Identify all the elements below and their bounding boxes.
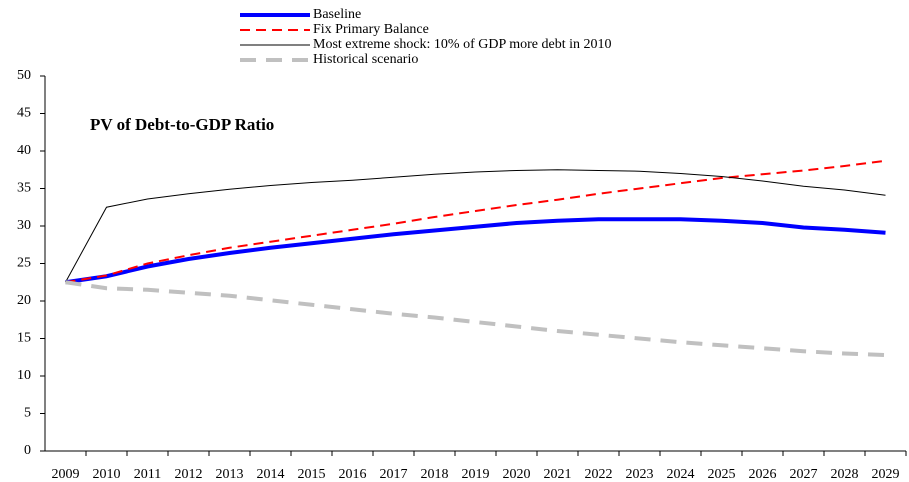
y-tick-label: 50 (17, 68, 31, 83)
x-tick-label: 2014 (257, 467, 285, 482)
y-tick-label: 30 (17, 218, 31, 233)
y-tick-label: 20 (17, 293, 31, 308)
x-tick-label: 2013 (216, 467, 244, 482)
y-tick-label: 5 (24, 406, 31, 421)
x-tick-label: 2016 (339, 467, 367, 482)
y-tick-label: 15 (17, 331, 31, 346)
x-tick-label: 2015 (298, 467, 326, 482)
x-tick-label: 2029 (872, 467, 900, 482)
y-tick-label: 10 (17, 368, 31, 383)
x-tick-label: 2027 (790, 467, 818, 482)
series-line (65, 217, 886, 285)
x-tick-label: 2020 (503, 467, 531, 482)
series-line (65, 280, 886, 357)
x-tick-label: 2018 (421, 467, 449, 482)
x-tick-label: 2011 (134, 467, 161, 482)
y-tick-label: 0 (24, 443, 31, 458)
y-tick-label: 35 (17, 181, 31, 196)
legend-label: Fix Primary Balance (313, 22, 429, 37)
x-tick-label: 2024 (667, 467, 695, 482)
x-tick-label: 2028 (831, 467, 859, 482)
legend-label: Baseline (313, 7, 361, 22)
x-tick-label: 2026 (749, 467, 777, 482)
x-tick-label: 2009 (52, 467, 80, 482)
chart-title: PV of Debt-to-GDP Ratio (90, 115, 274, 134)
y-tick-label: 45 (17, 106, 31, 121)
x-tick-label: 2017 (380, 467, 408, 482)
x-tick-label: 2012 (175, 467, 203, 482)
y-tick-label: 40 (17, 143, 31, 158)
x-tick-label: 2025 (708, 467, 736, 482)
x-tick-label: 2010 (93, 467, 121, 482)
y-tick-label: 25 (17, 256, 31, 271)
legend-label: Most extreme shock: 10% of GDP more debt… (313, 37, 612, 52)
series-line (65, 159, 886, 284)
x-tick-label: 2022 (585, 467, 613, 482)
series-line (65, 169, 886, 283)
x-tick-label: 2023 (626, 467, 654, 482)
x-tick-label: 2019 (462, 467, 490, 482)
x-tick-label: 2021 (544, 467, 572, 482)
legend-label: Historical scenario (313, 52, 418, 67)
